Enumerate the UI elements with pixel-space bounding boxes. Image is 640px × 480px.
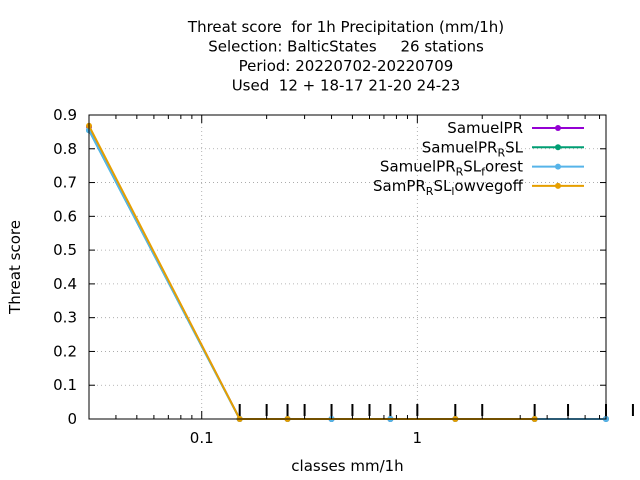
legend-entry-1: SamuelPR [447, 119, 584, 137]
legend-subscript: R [456, 166, 464, 179]
title-line-3: Period: 20220702-20220709 [239, 57, 454, 75]
title-line-2: Selection: BalticStates 26 stations [208, 38, 484, 56]
legend-text: SL [463, 158, 482, 176]
x-tick-label: 1 [413, 429, 423, 447]
legend-text: SL [505, 138, 524, 156]
legend-subscript: R [497, 146, 505, 159]
legend-entry-2: SamuelPRRSL [422, 138, 584, 159]
plot-frame [88, 114, 607, 420]
legend-entry-3: SamuelPRRSLforest [380, 158, 584, 179]
y-tick-label: 0.5 [53, 241, 77, 259]
legend-text: SamuelPR [447, 119, 523, 137]
legend-text: orest [485, 158, 523, 176]
observation-markers [238, 404, 634, 416]
x-axis-label: classes mm/1h [291, 457, 403, 475]
legend-label: SamuelPRRSL [422, 138, 524, 159]
y-tick-label: 0.3 [53, 309, 77, 327]
legend-subscript: R [426, 185, 434, 198]
legend-text: SamPR [373, 177, 426, 195]
y-tick-label: 0.1 [53, 376, 77, 394]
legend: SamuelPRSamuelPRRSLSamuelPRRSLforestSamP… [373, 119, 584, 198]
legend-swatch-point [555, 182, 561, 189]
legend-text: SL [433, 177, 452, 195]
legend-swatch-point [555, 163, 561, 170]
title-line-4: Used 12 + 18-17 21-20 24-23 [232, 77, 461, 95]
legend-subscript: l [451, 185, 454, 198]
legend-swatch-point [555, 125, 561, 131]
y-tick-label: 0 [67, 410, 77, 428]
series-lines [86, 122, 609, 422]
legend-text: SamuelPR [422, 138, 498, 156]
legend-text: SamuelPR [380, 158, 456, 176]
legend-label: SamPRRSLlowvegoff [373, 177, 524, 198]
legend-label: SamuelPRRSLforest [380, 158, 523, 179]
legend-text: owvegoff [454, 177, 523, 195]
y-axis-label: Threat score [6, 220, 24, 315]
chart-title: Threat score for 1h Precipitation (mm/1h… [187, 18, 504, 95]
title-line-1: Threat score for 1h Precipitation (mm/1h… [187, 18, 504, 36]
legend-subscript: f [481, 166, 486, 179]
legend-entry-4: SamPRRSLlowvegoff [373, 177, 584, 198]
y-tick-label: 0.2 [53, 342, 77, 360]
y-tick-label: 0.8 [53, 140, 77, 158]
y-tick-label: 0.7 [53, 174, 77, 192]
axis-ticks: 0 0.1 0.2 0.3 0.4 0.5 0.6 0.7 0.8 0.9 0.1 1 [53, 106, 606, 447]
legend-label: SamuelPR [447, 119, 523, 137]
x-tick-label: 0.1 [190, 429, 214, 447]
y-tick-label: 0.9 [53, 106, 77, 124]
y-tick-label: 0.6 [53, 207, 77, 225]
legend-swatch-point [555, 144, 561, 151]
grid [89, 115, 606, 419]
y-tick-label: 0.4 [53, 275, 77, 293]
series-line [88, 126, 606, 420]
